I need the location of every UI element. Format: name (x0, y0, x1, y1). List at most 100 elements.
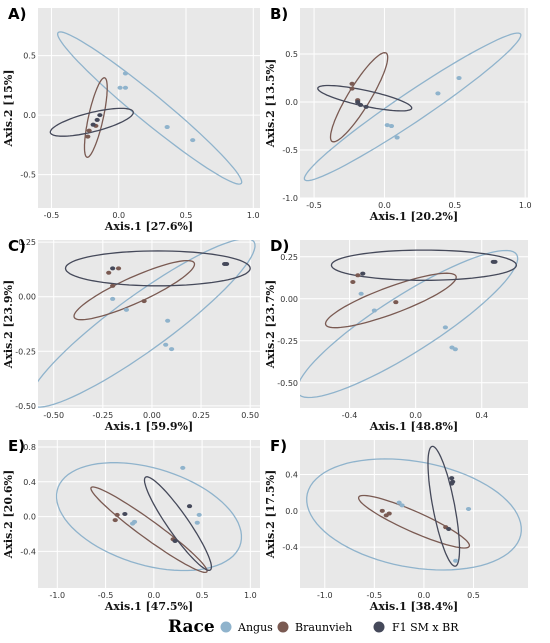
point-angus (442, 325, 448, 330)
point-angus (399, 503, 405, 508)
y-tick-label: -0.4 (20, 547, 36, 556)
ellipse-f1-sm-x-br (330, 249, 518, 281)
point-braunvieh (106, 270, 112, 275)
point-angus (123, 307, 130, 312)
y-tick-label: 0.25 (18, 238, 36, 247)
point-f1-sm-x-br (94, 117, 100, 122)
ellipse-braunvieh (324, 272, 457, 329)
panel-f: -1.0 -0.5 0.0 0.5 -0.4 0.0 0.4 Axis.1 [38.4%] Ax… (264, 437, 528, 613)
point-angus (384, 123, 390, 128)
point-braunvieh (355, 273, 361, 278)
x-tick-label: 1.0 (247, 211, 260, 220)
ellipse-f1-sm-x-br (427, 445, 461, 567)
point-angus (394, 135, 400, 140)
point-braunvieh (379, 508, 385, 513)
point-f1-sm-x-br (449, 476, 455, 481)
y-tick-label: -1.0 (282, 194, 298, 203)
x-axis-label: Axis.1 [48.8%] (369, 420, 458, 433)
point-angus (190, 138, 196, 143)
point-braunvieh (393, 300, 399, 305)
x-tick-label: 0.0 (378, 201, 391, 210)
x-axis-label: Axis.1 [59.9%] (104, 420, 193, 433)
point-f1-sm-x-br (363, 104, 369, 109)
ellipse-braunvieh (83, 77, 108, 158)
point-braunvieh (110, 283, 116, 288)
panel-label: B) (270, 5, 288, 23)
point-angus (194, 520, 200, 525)
point-angus (110, 296, 116, 301)
legend-item-braunvieh: Braunvieh (277, 621, 352, 634)
y-axis-label: Axis.2 [23.9%] (2, 280, 15, 369)
ellipse-braunvieh (73, 259, 196, 321)
point-braunvieh (85, 134, 91, 139)
x-tick-label: -0.5 (98, 591, 114, 600)
point-angus (180, 465, 186, 470)
legend: Race Angus Braunvieh F1 SM x BR (168, 617, 459, 637)
x-tick-label: 1.0 (244, 591, 257, 600)
panel-label: C) (8, 237, 26, 255)
plot-background (38, 8, 260, 208)
point-f1-sm-x-br (449, 481, 455, 486)
point-angus (117, 85, 123, 90)
ellipse-f1-sm-x-br (49, 107, 134, 137)
y-tick-label: -0.50 (15, 402, 36, 411)
point-f1-sm-x-br (186, 504, 193, 509)
y-axis-label: Axis.2 [13.5%] (264, 59, 277, 148)
y-tick-label: 0.0 (285, 98, 298, 107)
ellipse-braunvieh (329, 52, 389, 143)
y-axis-label: Axis.2 [17.5%] (264, 470, 277, 559)
panel-d: -0.4 0.0 0.4 -0.50 -0.25 0.00 0.25 Axis.1 [48.8… (264, 237, 528, 433)
plot-background (300, 440, 528, 588)
point-f1-sm-x-br (97, 113, 103, 118)
point-f1-sm-x-br (446, 526, 452, 531)
panel-label: F) (270, 437, 287, 455)
y-tick-label: 0.25 (280, 253, 298, 262)
point-angus (388, 124, 395, 129)
point-angus (452, 347, 458, 352)
point-f1-sm-x-br (357, 102, 364, 107)
y-tick-label: 0.0 (285, 507, 298, 516)
point-angus (453, 558, 459, 563)
y-tick-label: 0.00 (280, 295, 298, 304)
y-tick-label: 0.0 (23, 111, 36, 120)
legend-swatch (220, 621, 232, 633)
x-tick-label: -0.4 (342, 411, 358, 420)
point-braunvieh (349, 81, 355, 86)
point-angus (168, 347, 175, 352)
x-tick-label: -1.0 (317, 591, 333, 600)
point-angus (196, 512, 202, 517)
point-f1-sm-x-br (360, 271, 366, 276)
x-tick-label: -0.50 (43, 411, 64, 420)
x-tick-label: -0.5 (367, 591, 383, 600)
x-axis-label: Axis.1 [47.5%] (104, 600, 193, 613)
legend-label: Angus (237, 621, 273, 634)
point-angus (371, 308, 377, 313)
point-angus (456, 76, 462, 81)
point-braunvieh (349, 86, 355, 91)
panel-label: D) (270, 237, 289, 255)
plot-area (306, 445, 522, 571)
point-angus (396, 500, 402, 505)
plot-background (300, 240, 528, 408)
point-f1-sm-x-br (110, 266, 116, 271)
x-tick-label: -0.25 (92, 411, 113, 420)
y-tick-label: 0.5 (285, 50, 298, 59)
x-tick-label: 0.5 (448, 201, 461, 210)
ellipse-f1-sm-x-br (317, 84, 413, 112)
point-braunvieh (141, 299, 147, 304)
x-tick-label: -0.5 (44, 211, 60, 220)
y-tick-label: -0.50 (277, 379, 298, 388)
x-tick-label: 0.4 (475, 411, 488, 420)
y-tick-label: 0.4 (23, 478, 36, 487)
ellipse-angus (55, 462, 243, 572)
point-f1-sm-x-br (122, 512, 128, 516)
point-angus (122, 71, 129, 76)
plot-background (300, 8, 528, 198)
point-braunvieh (115, 266, 122, 271)
panel-c: -0.50 -0.25 0.00 0.25 0.50 -0.50 -0.25 0.00 0.25… (2, 237, 260, 433)
plot-background (38, 440, 260, 588)
point-braunvieh (350, 280, 356, 284)
